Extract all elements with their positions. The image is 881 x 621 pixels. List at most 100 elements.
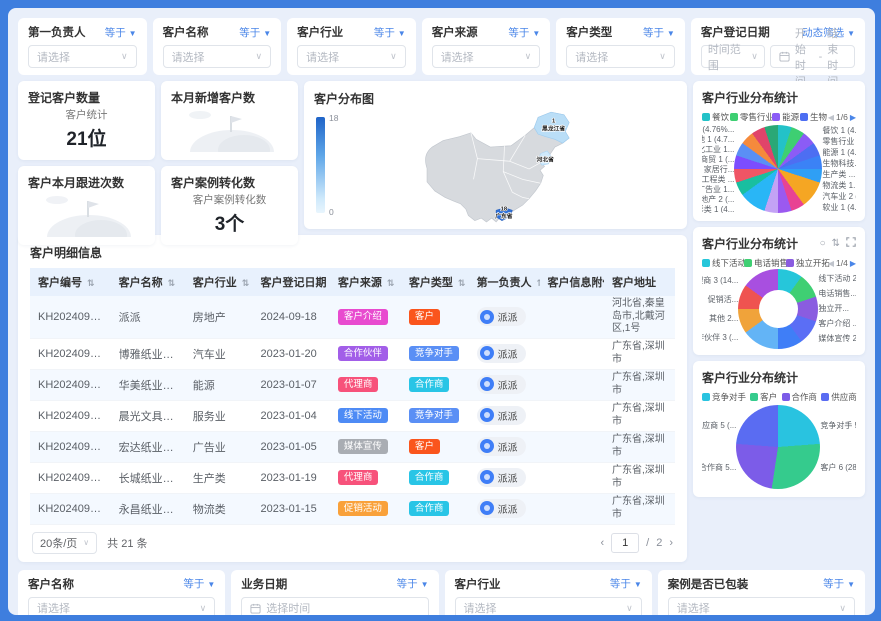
legend-swatch xyxy=(772,113,781,121)
legend-item[interactable]: 客户 xyxy=(750,391,778,403)
column-header: 客户登记日期⇅ xyxy=(252,268,330,296)
legend-item[interactable]: 电话销售 xyxy=(743,257,788,269)
page-size-select[interactable]: 20条/页 ∨ xyxy=(32,531,98,554)
legend-item[interactable]: 能源 xyxy=(772,111,799,123)
legend-item[interactable]: 竞争对手 xyxy=(702,391,746,403)
filter-select[interactable]: 请选择 ∨ xyxy=(566,45,675,68)
refresh-icon[interactable]: ○ xyxy=(819,238,826,249)
pie-labels-left: 代理商 3 (14... 促销活... 其他 2... 合作伙伴 3 (... xyxy=(702,271,738,347)
fullscreen-icon[interactable] xyxy=(846,237,856,250)
owner-name: 派派 xyxy=(497,380,518,392)
legend-next-icon[interactable]: ▶ xyxy=(849,258,856,268)
stat-card-2: 客户本月跟进次数 xyxy=(18,166,155,245)
legend-item[interactable]: 餐饮 xyxy=(702,111,729,123)
prev-page-button[interactable]: ‹ xyxy=(600,536,605,549)
pie-chart[interactable] xyxy=(738,269,819,349)
pie-chart[interactable] xyxy=(736,405,821,489)
customer-detail-footer: 20条/页 ∨ 共 21 条 ‹ / 2 › xyxy=(30,525,675,556)
stat-card-title: 客户案例转化数 xyxy=(171,176,256,190)
filter-operator-button[interactable]: 等于 ▼ xyxy=(508,26,541,39)
filter-placeholder: 请选择 xyxy=(37,603,70,615)
bottom-filter-0: 客户名称 等于 ▼ 请选择 ∨ xyxy=(18,569,226,615)
table-cell: KH2024091818 xyxy=(30,400,111,432)
filter-operator-button[interactable]: 等于 ▼ xyxy=(373,26,406,39)
date-range-input[interactable]: 开始时间-结束时间 xyxy=(769,28,855,88)
china-map[interactable]: 1 黑龙江省 河北省 18 广东省 xyxy=(344,107,677,231)
table-cell: 派派 xyxy=(468,462,540,494)
pie-chart[interactable] xyxy=(734,125,823,213)
table-cell: 2023-01-05 xyxy=(252,431,330,463)
legend-prev-icon[interactable]: ◀ xyxy=(827,112,835,122)
filter-operator-button[interactable]: 等于 ▼ xyxy=(642,26,675,39)
bottom-filter-1: 业务日期 等于 ▼ 选择时间 xyxy=(231,569,439,615)
sort-icon[interactable]: ⇅ xyxy=(457,278,466,288)
filter-placeholder: 选择时间 xyxy=(266,603,311,615)
filter-select[interactable]: 请选择 ∨ xyxy=(431,45,541,68)
range-type-select[interactable]: 时间范围 ∨ xyxy=(700,44,765,72)
legend-item[interactable]: 独立开拓 xyxy=(785,257,830,269)
filter-head: 案例是否已包装 等于 ▼ xyxy=(668,576,855,592)
region-heilongjiang[interactable] xyxy=(533,111,570,144)
pie-label: 合作商 5... xyxy=(702,463,737,472)
sort-icon[interactable]: ⇅ xyxy=(537,278,540,288)
status-badge: 竞争对手 xyxy=(408,345,459,362)
legend-item[interactable]: 零售行业 xyxy=(729,111,774,123)
legend-next-icon[interactable]: ▶ xyxy=(849,112,857,122)
next-page-button[interactable]: › xyxy=(669,536,673,549)
filter-operator-button[interactable]: 等于 ▼ xyxy=(609,578,642,590)
map-label-hebei: 河北省 xyxy=(536,155,554,163)
column-header-label: 客户行业 xyxy=(192,277,237,289)
legend-item[interactable]: 合作商 xyxy=(781,391,817,403)
legend-prev-icon[interactable]: ◀ xyxy=(827,258,835,268)
filter-select[interactable]: 请选择 ∨ xyxy=(454,596,642,615)
pie-label: 软业 1 (4.76% ) xyxy=(822,202,856,212)
table-cell xyxy=(539,400,604,432)
filter-operator-button[interactable]: 动态筛选 ▼ xyxy=(802,26,855,39)
table-cell: 广东省,深圳市 xyxy=(604,369,675,401)
filter-select[interactable]: 请选择 ∨ xyxy=(667,596,855,615)
filter-operator-button[interactable]: 等于 ▼ xyxy=(396,578,429,590)
filter-operator-button[interactable]: 等于 ▼ xyxy=(104,26,137,39)
filter-select[interactable]: 请选择 ∨ xyxy=(28,596,216,615)
filter-select[interactable]: 请选择 ∨ xyxy=(28,45,137,68)
filter-operator-button[interactable]: 等于 ▼ xyxy=(823,578,855,590)
stat-metric-value: 3个 xyxy=(214,214,245,235)
footer-left: 20条/页 ∨ 共 21 条 xyxy=(32,531,148,554)
table-cell: 广东省,深圳市 xyxy=(604,338,675,370)
pie-label: 工程类 ... xyxy=(702,175,735,184)
legend-label: 客户 xyxy=(760,392,778,402)
pie-label: 客户 6 (28... xyxy=(820,463,856,472)
sort-icon[interactable]: ⇅ xyxy=(386,278,395,288)
pie-chart-body: 供应商 5 (... 合作商 5... 竞争对手 5... 客户 6 (28... xyxy=(702,405,856,489)
legend-item[interactable]: 线下活动 xyxy=(702,257,746,269)
sort-icon[interactable]: ⇅ xyxy=(241,278,250,288)
pie-label: 竞争对手 5... xyxy=(820,421,856,430)
china-map-svg: 1 黑龙江省 河北省 18 广东省 xyxy=(424,111,570,223)
table-cell xyxy=(539,296,604,339)
pie-label: 供应商 5 (... xyxy=(702,421,737,430)
filter-select[interactable]: 请选择 ∨ xyxy=(297,45,406,68)
stat-card-3: 客户案例转化数 客户案例转化数 3个 xyxy=(161,166,298,245)
sort-icon[interactable]: ⇅ xyxy=(87,278,95,288)
table-cell: 促销活动 xyxy=(329,493,401,525)
filter-placeholder: 请选择 xyxy=(676,603,710,615)
pie-label: 生物科技... xyxy=(822,158,856,168)
filter-date-input[interactable]: 选择时间 xyxy=(241,596,429,615)
filter-operator-button[interactable]: 等于 ▼ xyxy=(239,26,272,39)
owner-name: 派派 xyxy=(497,349,518,361)
table-cell: KH202409187 xyxy=(30,493,111,525)
legend-item[interactable]: 供应商 xyxy=(821,391,857,403)
legend-item[interactable]: 生物 xyxy=(800,111,827,123)
sort-icon[interactable]: ⇅ xyxy=(831,238,840,249)
filter-head: 业务日期 等于 ▼ xyxy=(241,576,428,592)
filter-operator-button[interactable]: 等于 ▼ xyxy=(183,578,216,590)
column-header: 客户类型 ⇅ xyxy=(400,268,469,296)
region-guangdong[interactable] xyxy=(495,207,513,222)
region-hebei[interactable] xyxy=(537,150,551,166)
owner-name: 派派 xyxy=(497,473,518,485)
table-cell: 房地产 xyxy=(184,296,253,339)
current-page-input[interactable] xyxy=(611,532,640,553)
filter-select[interactable]: 请选择 ∨ xyxy=(162,45,272,68)
sort-icon[interactable]: ⇅ xyxy=(167,278,176,288)
